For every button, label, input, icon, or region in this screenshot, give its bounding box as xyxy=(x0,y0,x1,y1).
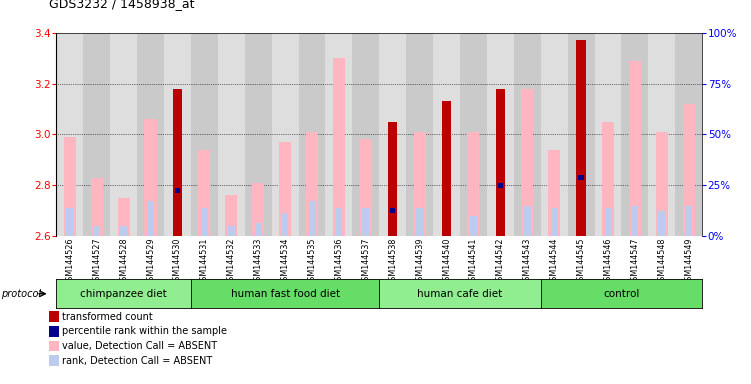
Text: percentile rank within the sample: percentile rank within the sample xyxy=(62,326,228,336)
Text: protocol: protocol xyxy=(2,289,42,299)
Bar xyxy=(496,89,505,236)
Bar xyxy=(225,195,237,236)
Bar xyxy=(578,175,584,180)
Bar xyxy=(602,122,614,236)
Bar xyxy=(389,211,396,236)
Bar xyxy=(379,33,406,236)
Bar xyxy=(675,33,702,236)
Bar xyxy=(218,33,245,236)
Text: human cafe diet: human cafe diet xyxy=(418,289,502,299)
Bar xyxy=(306,132,318,236)
Bar xyxy=(352,33,379,236)
Bar xyxy=(245,33,272,236)
Bar xyxy=(467,132,479,236)
Bar xyxy=(548,150,560,236)
Bar xyxy=(605,208,611,236)
Bar xyxy=(336,208,342,236)
Text: GDS3232 / 1458938_at: GDS3232 / 1458938_at xyxy=(49,0,195,10)
Bar xyxy=(83,33,110,236)
Bar xyxy=(659,211,665,236)
Bar xyxy=(118,198,130,236)
Bar xyxy=(175,188,180,193)
Bar xyxy=(201,208,208,236)
Bar xyxy=(568,33,595,236)
Bar xyxy=(93,226,100,236)
Bar xyxy=(144,119,156,236)
Bar xyxy=(198,150,210,236)
Bar xyxy=(388,122,397,236)
Bar xyxy=(363,208,369,236)
Text: value, Detection Call = ABSENT: value, Detection Call = ABSENT xyxy=(62,341,218,351)
Bar xyxy=(66,208,73,236)
Bar xyxy=(406,33,433,236)
Bar xyxy=(120,226,127,236)
Bar xyxy=(648,33,675,236)
Bar xyxy=(629,61,641,236)
Bar xyxy=(272,33,299,236)
Bar xyxy=(595,33,622,236)
Bar xyxy=(487,33,514,236)
Bar xyxy=(228,226,234,236)
Bar xyxy=(433,33,460,236)
Text: transformed count: transformed count xyxy=(62,312,153,322)
Bar xyxy=(252,183,264,236)
Text: human fast food diet: human fast food diet xyxy=(231,289,339,299)
Bar xyxy=(686,205,692,236)
Bar xyxy=(576,40,586,236)
Bar xyxy=(578,205,584,236)
Text: rank, Detection Call = ABSENT: rank, Detection Call = ABSENT xyxy=(62,356,213,366)
Bar xyxy=(279,142,291,236)
Bar xyxy=(325,33,352,236)
Bar xyxy=(550,208,557,236)
Bar xyxy=(524,205,531,236)
Bar xyxy=(498,183,503,187)
Bar xyxy=(443,198,450,236)
Bar xyxy=(64,137,76,236)
Bar xyxy=(333,58,345,236)
Bar xyxy=(460,33,487,236)
Bar xyxy=(656,132,668,236)
Bar xyxy=(683,104,695,236)
Bar xyxy=(309,200,315,236)
Bar xyxy=(164,33,191,236)
Bar xyxy=(622,33,648,236)
Bar xyxy=(255,223,261,236)
Bar xyxy=(521,89,533,236)
Bar xyxy=(632,205,638,236)
Bar xyxy=(91,178,103,236)
Bar xyxy=(147,200,154,236)
Bar xyxy=(137,33,164,236)
Bar xyxy=(282,213,288,236)
Bar xyxy=(174,228,181,236)
Bar xyxy=(541,33,568,236)
Bar xyxy=(191,33,218,236)
Text: chimpanzee diet: chimpanzee diet xyxy=(80,289,167,299)
Bar xyxy=(390,209,396,213)
Bar xyxy=(514,33,541,236)
Bar xyxy=(110,33,137,236)
Bar xyxy=(56,33,83,236)
Text: control: control xyxy=(603,289,640,299)
Bar xyxy=(416,208,423,236)
Bar xyxy=(360,139,372,236)
Bar xyxy=(299,33,325,236)
Bar xyxy=(442,101,451,236)
Bar xyxy=(470,216,477,236)
Bar xyxy=(414,132,426,236)
Bar xyxy=(173,89,182,236)
Bar xyxy=(497,185,504,236)
